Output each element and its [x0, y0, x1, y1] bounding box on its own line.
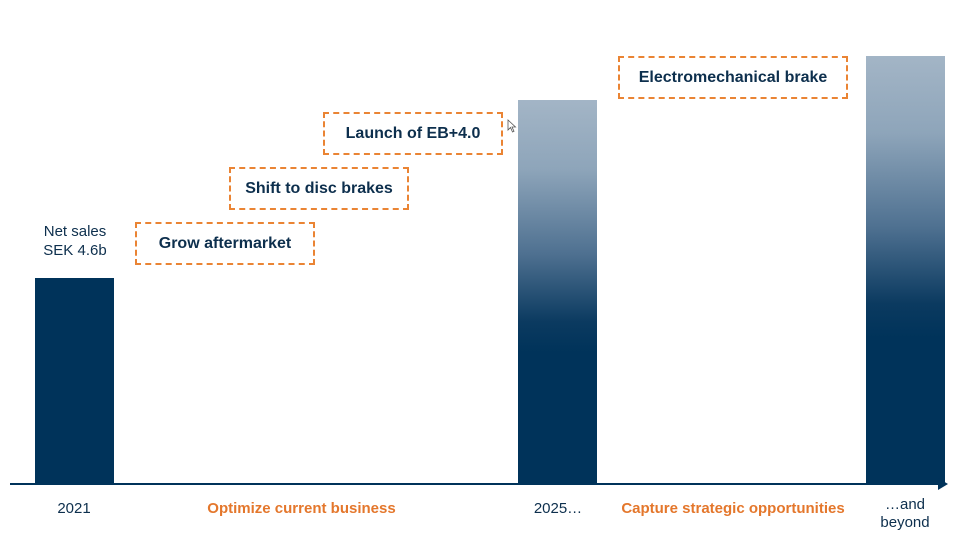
x-tick-label-beyond-line1: …and [884, 496, 926, 513]
initiative-disc-brakes: Shift to disc brakes [229, 167, 409, 210]
phase-label-capture: Capture strategic opportunities [621, 500, 845, 517]
x-tick-label-beyond-line2: beyond [880, 514, 930, 531]
initiative-grow-aftermarket: Grow aftermarket [135, 222, 315, 265]
initiative-eb-launch: Launch of EB+4.0 [323, 112, 503, 155]
x-tick-label-2021: 2021 [57, 500, 91, 517]
x-tick-label-2025: 2025… [533, 500, 583, 517]
net-sales-value: SEK 4.6b [43, 242, 107, 259]
bar-2021 [35, 278, 114, 483]
x-axis-line [10, 483, 940, 485]
initiative-electromechanical-brake: Electromechanical brake [618, 56, 848, 99]
x-tick-label-beyond: …and beyond [860, 496, 950, 532]
phase-label-optimize: Optimize current business [207, 500, 396, 517]
x-axis-arrow-icon [938, 478, 948, 490]
bar-beyond [866, 56, 945, 483]
net-sales-label: Net sales [43, 223, 107, 240]
mouse-pointer-icon [507, 119, 517, 133]
bar-2025 [518, 100, 597, 483]
net-sales-annotation: Net sales SEK 4.6b [20, 222, 130, 260]
